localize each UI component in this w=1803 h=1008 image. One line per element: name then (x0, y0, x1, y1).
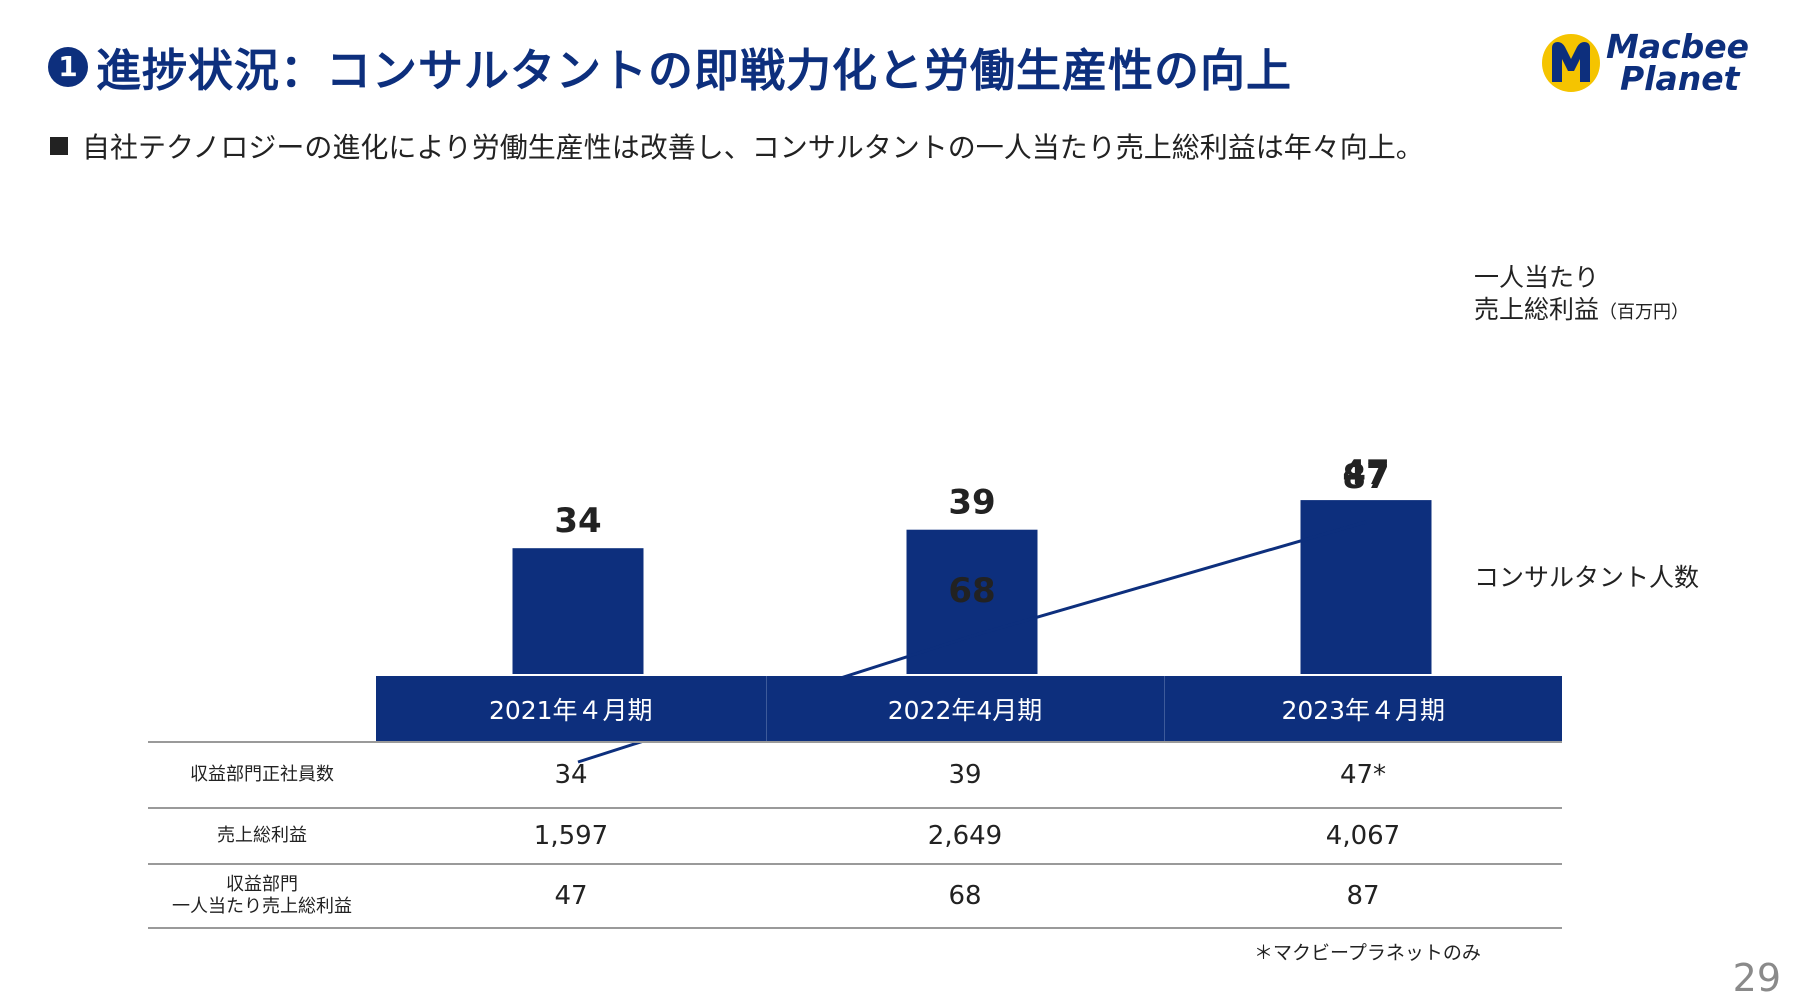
logo-word-macbee: Macbee (1606, 27, 1750, 66)
table-cell: 1,597 (376, 808, 766, 865)
table-cell: 4,067 (1164, 808, 1562, 865)
bar-2 (1300, 500, 1432, 674)
legend-line-label: 一人当たり 売上総利益（百万円） (1474, 262, 1689, 329)
table-row: 収益部門 一人当たり売上総利益 47 68 87 (148, 864, 1562, 929)
row-label-employees: 収益部門正社員数 (148, 742, 376, 809)
bar-label-1: 39 (948, 483, 995, 523)
table-cell: 68 (766, 864, 1164, 929)
table-cell: 34 (376, 742, 766, 809)
table-cell: 87 (1164, 864, 1562, 929)
macbee-planet-logo: Macbee Planet (1540, 28, 1770, 98)
table-header-2023: 2023年４月期 (1164, 676, 1562, 743)
table-row: 収益部門正社員数 34 39 47* (148, 742, 1562, 809)
page-title: 1 進捗状況：コンサルタントの即戦力化と労働生産性の向上 (48, 34, 1292, 99)
table-cell: 47 (376, 864, 766, 929)
data-table: 2021年４月期 2022年4月期 2023年４月期 収益部門正社員数 34 3… (148, 676, 1562, 929)
row-label-per-capita-line2: 一人当たり売上総利益 (172, 896, 352, 917)
footnote: ＊マクビープラネットのみ (1254, 942, 1481, 964)
bar-label-0: 34 (554, 501, 601, 541)
legend-line-unit: （百万円） (1599, 302, 1690, 323)
legend-bar-label: コンサルタント人数 (1474, 563, 1700, 592)
title-text: 進捗状況：コンサルタントの即戦力化と労働生産性の向上 (96, 44, 1293, 97)
logo-m-icon (1542, 34, 1600, 92)
subtitle: 自社テクノロジーの進化により労働生産性は改善し、コンサルタントの一人当たり売上総… (50, 126, 1424, 166)
table-header-2021: 2021年４月期 (376, 676, 767, 743)
row-label-per-capita-line1: 収益部門 (226, 874, 298, 895)
table-cell: 39 (766, 742, 1164, 809)
row-label-per-capita: 収益部門 一人当たり売上総利益 (148, 864, 376, 929)
table-header-2022: 2022年4月期 (766, 676, 1165, 743)
title-number-badge: 1 (48, 46, 88, 87)
table-cell: 2,649 (766, 808, 1164, 865)
bar-label-2: 47 (1342, 453, 1389, 493)
page-number: 29 (1732, 956, 1781, 1000)
table-header-row: 2021年４月期 2022年4月期 2023年４月期 (148, 676, 1562, 743)
logo-word-planet: Planet (1620, 59, 1740, 98)
table-cell: 47* (1164, 742, 1562, 809)
bar-0 (512, 548, 644, 674)
table-row: 売上総利益 1,597 2,649 4,067 (148, 808, 1562, 865)
line-label-2: 87 (1342, 457, 1389, 497)
legend-line-label-2: 売上総利益 (1474, 295, 1600, 324)
legend-line-label-1: 一人当たり (1474, 263, 1600, 292)
table-header-blank (148, 676, 376, 743)
subtitle-text: 自社テクノロジーの進化により労働生産性は改善し、コンサルタントの一人当たり売上総… (82, 131, 1424, 164)
line-label-1: 68 (948, 571, 995, 611)
row-label-gross-profit: 売上総利益 (148, 808, 376, 865)
bullet-square-icon (50, 137, 68, 155)
